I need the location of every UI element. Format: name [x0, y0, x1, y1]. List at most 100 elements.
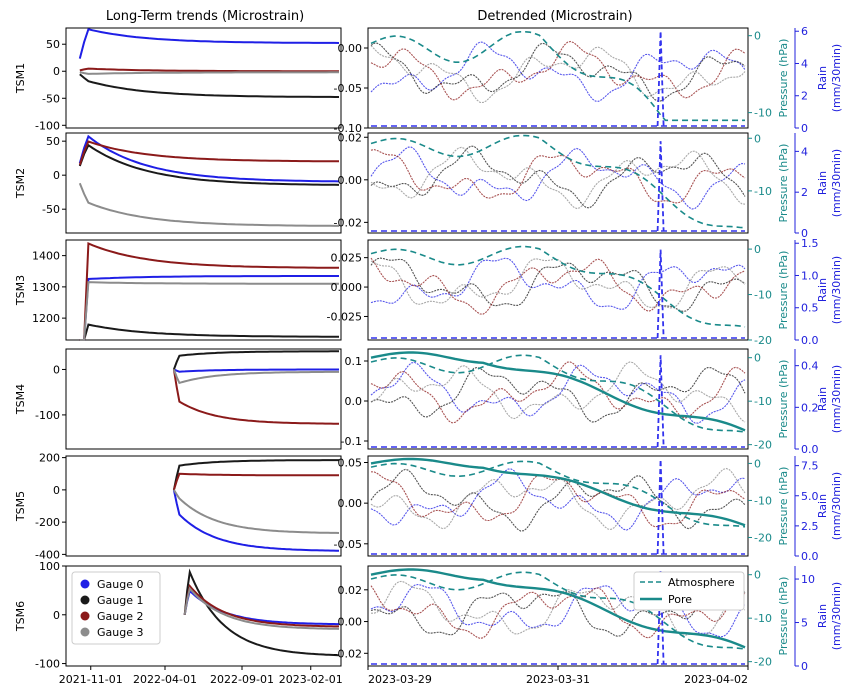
panel-label-tsm1: TSM1 — [14, 63, 27, 94]
right-ytick-label: -0.10 — [334, 122, 362, 135]
right-series-gauge-0 — [370, 361, 746, 424]
right-ytick-label: 0.00 — [338, 616, 363, 629]
right-ytick-label: 0.0 — [345, 395, 363, 408]
rain-tick-label: 2.5 — [801, 520, 819, 533]
rain-tick-label: 5.0 — [801, 490, 819, 503]
left-ytick-label: 100 — [39, 560, 60, 573]
right-ytick-label: 0.00 — [338, 174, 363, 187]
right-series-gauge-2 — [370, 257, 746, 315]
right-ytick-label: 0.05 — [338, 457, 363, 470]
right-ytick-label: 0.025 — [331, 252, 363, 265]
right-ytick-label: 0.000 — [331, 281, 363, 294]
rain-tick-label: 0.4 — [801, 360, 819, 373]
pressure-axis-label: Pressure (hPa) — [777, 577, 790, 656]
x-axis-ticks: 2021-11-01 2022-04-01 2022-09-01 2023-02-01… — [59, 666, 749, 686]
left-ytick-label: -200 — [35, 516, 60, 529]
rain-axis-label-line1: Rain — [816, 604, 829, 628]
rain-spike — [656, 249, 665, 339]
pressure-axis-label: Pressure (hPa) — [777, 251, 790, 330]
left-series-gauge-2 — [79, 67, 339, 73]
left-ytick-label: 200 — [39, 452, 60, 465]
pressure-tick-label: 0 — [754, 569, 761, 582]
rain-tick-label: 0.0 — [801, 443, 819, 456]
right-series-gauge-0 — [370, 257, 746, 310]
panel-label-tsm6: TSM6 — [14, 601, 27, 632]
atmosphere-pressure-line — [370, 571, 746, 650]
left-ytick-label: 0 — [53, 484, 60, 497]
left-series-gauge-1 — [78, 143, 340, 186]
left-series-gauge-1 — [183, 568, 340, 657]
right-column-title: Detrended (Microstrain) — [477, 9, 632, 24]
left-axes-frame-tsm5 — [65, 455, 342, 557]
rain-axis-label-line2: (mm/30min) — [830, 365, 843, 433]
rain-axis-label-line1: Rain — [816, 66, 829, 90]
right-ytick-label: -0.02 — [334, 216, 362, 229]
left-ytick-label: 0 — [53, 363, 60, 376]
pressure-tick-label: 0 — [754, 30, 761, 43]
atmosphere-pressure-line — [370, 31, 745, 122]
legend-marker-gauge-0 — [80, 579, 90, 589]
rain-axis-label-line2: (mm/30min) — [830, 44, 843, 112]
left-ytick-label: 50 — [46, 135, 60, 148]
pressure-tick-label: -10 — [754, 185, 772, 198]
left-series-gauge-0 — [173, 368, 339, 373]
legends: Gauge 0 Gauge 1 Gauge 2 Gauge 3 Atmosphere Po… — [71, 571, 745, 645]
left-xtick-label: 2022-09-01 — [210, 673, 274, 686]
left-series-gauge-0 — [79, 275, 339, 341]
pressure-axis-label: Pressure (hPa) — [777, 360, 790, 439]
right-series-gauge-1 — [370, 42, 746, 102]
legend-label-pore: Pore — [668, 593, 692, 606]
right-series-gauge-0 — [370, 146, 746, 210]
left-xtick-label: 2022-04-01 — [133, 673, 197, 686]
right-ytick-label: -0.1 — [341, 435, 362, 448]
rain-tick-label: 4 — [801, 145, 808, 158]
panel-tsm2: 50 0 -50 TSM2 0.02 0.00 -0.02 0 -10 Pressure (hPa… — [14, 131, 843, 240]
left-ytick-label: -50 — [42, 92, 60, 105]
legend-label-atmosphere: Atmosphere — [668, 576, 735, 589]
pressure-tick-label: -20 — [754, 439, 772, 452]
right-axes-frame-tsm1 — [367, 27, 749, 129]
panel-label-tsm3: TSM3 — [14, 275, 27, 306]
legend-marker-gauge-3 — [80, 627, 90, 637]
left-ytick-label: 0 — [53, 609, 60, 622]
pressure-tick-label: -20 — [754, 656, 772, 669]
left-series-gauge-3 — [79, 71, 339, 75]
rain-tick-label: 4 — [801, 57, 808, 70]
left-series-gauge-1 — [79, 73, 339, 98]
right-ytick-label: 0.00 — [338, 42, 363, 55]
right-ytick-label: 0.02 — [338, 584, 363, 597]
left-ytick-label: 1200 — [32, 312, 60, 325]
right-series-gauge-3 — [370, 361, 746, 423]
rain-tick-label: 0.0 — [801, 550, 819, 563]
pressure-axis-label: Pressure (hPa) — [777, 39, 790, 118]
atmosphere-pressure-line — [370, 460, 746, 528]
right-series-gauge-1 — [370, 580, 746, 637]
right-series-gauge-0 — [370, 583, 746, 638]
right-xtick-label: 2023-04-02 — [684, 673, 748, 686]
left-series-gauge-3 — [183, 586, 340, 630]
legend-label-gauge-3: Gauge 3 — [97, 626, 143, 639]
rain-tick-label: 10 — [801, 573, 815, 586]
rain-spike — [656, 355, 665, 448]
pressure-tick-label: -10 — [754, 494, 772, 507]
pressure-tick-label: 0 — [754, 352, 761, 365]
rain-tick-label: 0.0 — [801, 334, 819, 347]
left-series-gauge-3 — [79, 281, 339, 341]
right-series-gauge-3 — [370, 467, 746, 530]
left-series-gauge-2 — [172, 472, 339, 491]
right-series-gauge-1 — [370, 257, 746, 312]
rain-axis-label-line2: (mm/30min) — [830, 149, 843, 217]
pressure-tick-label: 0 — [754, 243, 761, 256]
right-series-gauge-0 — [370, 468, 746, 531]
pore-pressure-line — [370, 568, 746, 649]
right-axes-frame-tsm3 — [367, 239, 749, 341]
right-axes-frame-tsm5 — [367, 455, 749, 557]
legend-label-gauge-0: Gauge 0 — [97, 578, 143, 591]
right-ytick-label: -0.02 — [334, 647, 362, 660]
left-series-gauge-3 — [78, 182, 339, 227]
left-series-gauge-0 — [78, 28, 340, 59]
left-ytick-label: -100 — [35, 658, 60, 671]
left-series-gauge-0 — [172, 489, 339, 552]
pressure-tick-label: -10 — [754, 107, 772, 120]
panel-tsm4: 0 -100 TSM4 0.1 0.0 -0.1 0 -10 -20 Pressure (hPa)… — [14, 348, 843, 456]
